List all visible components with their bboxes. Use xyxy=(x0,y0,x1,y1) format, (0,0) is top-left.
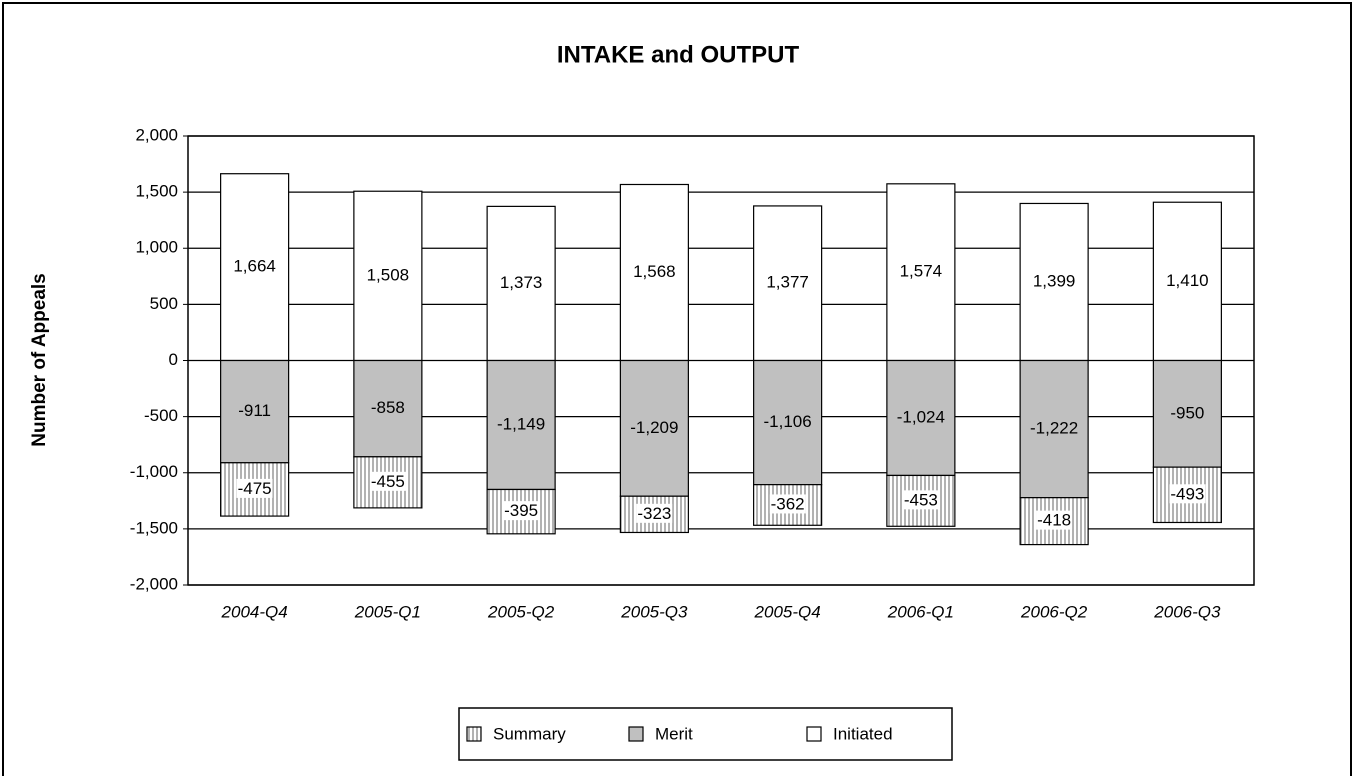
chart-title: INTAKE and OUTPUT xyxy=(557,41,800,68)
value-label-bg xyxy=(769,494,806,514)
value-label: -1,222 xyxy=(1030,419,1078,438)
value-label: 1,568 xyxy=(633,262,676,281)
bar-segment xyxy=(886,474,956,527)
value-label: -950 xyxy=(1170,403,1204,422)
value-label-bg xyxy=(902,490,939,510)
value-label-bg xyxy=(369,471,406,491)
value-label-bg xyxy=(232,256,277,276)
y-tick-label: 1,500 xyxy=(135,182,178,201)
y-axis-label: Number of Appeals xyxy=(29,273,50,447)
value-label: -1,024 xyxy=(897,407,945,426)
value-label-bg xyxy=(762,412,813,432)
value-label-bg xyxy=(498,272,544,292)
value-label-bg xyxy=(369,398,406,418)
value-label: -362 xyxy=(771,494,805,513)
value-label: -453 xyxy=(904,490,938,509)
value-label: 1,377 xyxy=(766,273,809,292)
value-label: -1,149 xyxy=(497,414,545,433)
value-label-bg xyxy=(632,261,677,281)
value-label: -858 xyxy=(371,398,405,417)
value-label: -1,209 xyxy=(630,418,678,437)
value-label-bg xyxy=(1169,484,1206,504)
legend-swatch xyxy=(466,726,482,742)
value-label: -1,106 xyxy=(764,412,812,431)
x-tick-label: 2006-Q3 xyxy=(1153,602,1221,621)
y-tick-label: 2,000 xyxy=(135,125,178,144)
x-tick-label: 2006-Q1 xyxy=(887,602,954,621)
value-label-bg xyxy=(1165,270,1210,290)
value-label: 1,410 xyxy=(1166,271,1209,290)
value-label-bg xyxy=(636,503,673,523)
y-tick-label: 500 xyxy=(150,294,178,313)
value-label-bg xyxy=(629,417,680,437)
y-tick-label: -1,000 xyxy=(130,462,178,481)
value-label: -455 xyxy=(371,472,405,491)
value-label: -323 xyxy=(637,504,671,523)
x-tick-label: 2004-Q4 xyxy=(221,602,288,621)
value-label: 1,574 xyxy=(900,262,943,281)
y-tick-label: 0 xyxy=(169,350,178,369)
x-tick-label: 2006-Q2 xyxy=(1020,602,1088,621)
legend-label: Initiated xyxy=(833,724,893,743)
value-label-bg xyxy=(236,478,273,498)
value-label-bg xyxy=(1031,271,1077,291)
value-label-bg xyxy=(895,407,946,427)
legend-label: Merit xyxy=(655,724,693,743)
value-label-bg xyxy=(898,261,944,281)
value-label-bg xyxy=(765,272,810,292)
value-label: -475 xyxy=(238,479,272,498)
value-label-bg xyxy=(237,401,273,421)
legend-swatch xyxy=(806,726,822,742)
value-label-bg xyxy=(496,414,547,434)
value-label-bg xyxy=(365,265,411,285)
y-tick-label: 1,000 xyxy=(135,238,178,257)
y-tick-label: -2,000 xyxy=(130,574,178,593)
bar-segment xyxy=(1152,359,1222,468)
x-tick-label: 2005-Q4 xyxy=(754,602,821,621)
value-label: -418 xyxy=(1037,511,1071,530)
legend xyxy=(458,707,953,761)
value-label: -395 xyxy=(504,501,538,520)
value-label: 1,373 xyxy=(500,273,543,292)
value-label-bg xyxy=(1036,510,1073,530)
value-label: 1,399 xyxy=(1033,271,1076,290)
value-label-bg xyxy=(1029,418,1080,438)
value-label: 1,664 xyxy=(233,257,276,276)
y-tick-label: -500 xyxy=(144,406,178,425)
legend-swatch xyxy=(628,726,644,742)
y-tick-label: -1,500 xyxy=(130,518,178,537)
value-label-bg xyxy=(1169,403,1206,423)
legend-label: Summary xyxy=(493,724,566,743)
x-tick-label: 2005-Q2 xyxy=(487,602,555,621)
x-tick-label: 2005-Q1 xyxy=(354,602,421,621)
value-label-bg xyxy=(503,501,540,521)
value-label: -493 xyxy=(1170,484,1204,503)
value-label: 1,508 xyxy=(367,265,410,284)
value-label: -911 xyxy=(238,401,271,420)
x-tick-label: 2005-Q3 xyxy=(620,602,688,621)
